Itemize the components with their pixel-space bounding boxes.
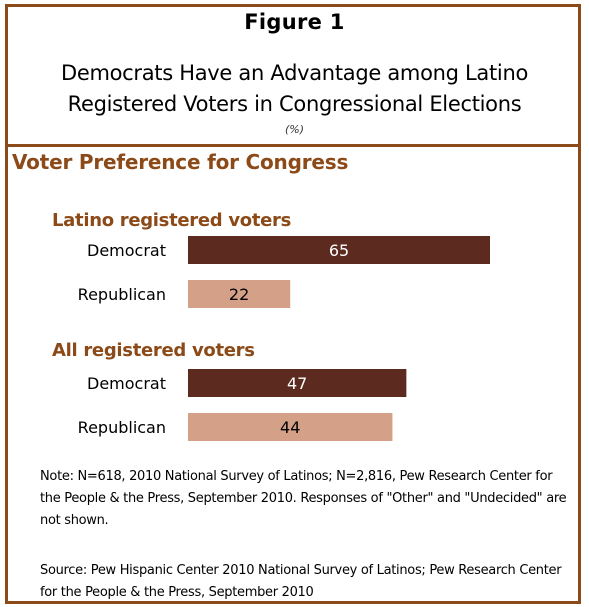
category-label-all-republican: Republican [78, 418, 166, 437]
data-label-all-democrat: 47 [287, 374, 307, 393]
data-label-all-republican: 44 [280, 418, 300, 437]
data-label-latino-republican: 22 [229, 285, 249, 304]
category-label-latino-republican: Republican [78, 285, 166, 304]
note-text: Note: N=618, 2010 National Survey of Lat… [40, 466, 570, 532]
data-label-latino-democrat: 65 [329, 241, 349, 260]
category-label-latino-democrat: Democrat [87, 241, 166, 260]
category-label-all-democrat: Democrat [87, 374, 166, 393]
source-text: Source: Pew Hispanic Center 2010 Nationa… [40, 560, 580, 604]
